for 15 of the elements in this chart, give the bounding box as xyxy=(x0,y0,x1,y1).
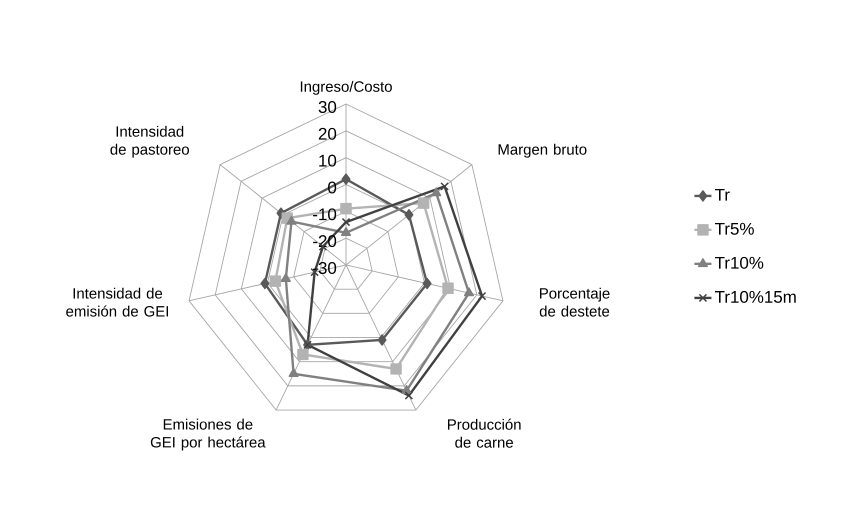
spoke-label: Producción de carne xyxy=(448,418,521,448)
y-tick-label: -10 xyxy=(313,208,336,220)
spoke-label: Emisiones de GEI por hectárea xyxy=(150,418,266,450)
legend-label: Tr xyxy=(714,188,730,201)
y-tick-label: 30 xyxy=(318,100,336,113)
legend-label: Tr5% xyxy=(714,222,754,235)
legend-label: Tr10%15m xyxy=(714,290,796,303)
spoke-label: Margen bruto xyxy=(498,144,586,158)
spoke-label: Porcentaje de destete xyxy=(540,288,610,317)
spoke-label: Intensidad de pastoreo xyxy=(110,126,189,158)
spoke-label: Ingreso/Costo xyxy=(300,80,392,95)
y-tick-label: 20 xyxy=(318,128,336,140)
y-tick-label: 10 xyxy=(319,154,336,167)
spoke-label: Intensidad de emisión de GEI xyxy=(66,288,168,317)
legend-label: Tr10% xyxy=(714,256,764,269)
